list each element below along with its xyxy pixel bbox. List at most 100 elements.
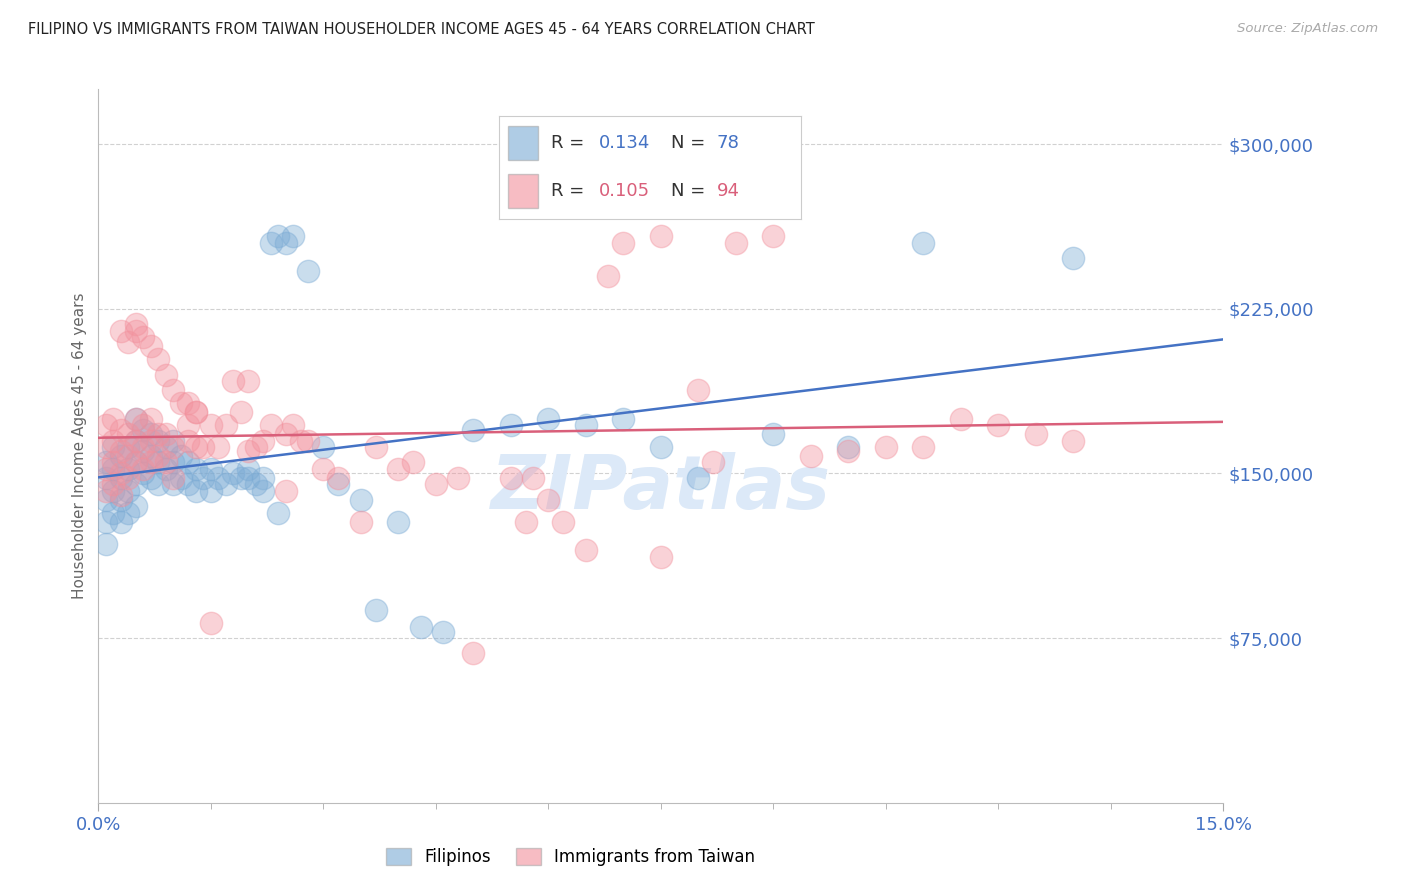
Point [297,434,319,448]
Point [800,449,823,463]
Point [155,462,177,476]
Point [650,229,672,244]
Point [184,483,207,498]
Point [170,396,193,410]
Text: 78: 78 [717,134,740,153]
Point [110,515,132,529]
Point [875,440,897,454]
Point [184,440,207,454]
Point [837,444,859,458]
Point [650,440,672,454]
Point [139,434,162,448]
Point [125,411,148,425]
Point [837,440,859,454]
Point [125,455,148,469]
Point [575,543,598,558]
Point [274,235,297,250]
Point [125,500,148,514]
Point [328,477,350,491]
Point [215,418,238,433]
Point [912,440,935,454]
Point [132,330,155,344]
Point [987,418,1010,433]
Point [598,268,620,283]
Point [553,515,575,529]
Point [1062,434,1084,448]
Point [148,455,170,469]
Text: 0.105: 0.105 [599,182,650,201]
Point [575,418,598,433]
Point [177,477,200,491]
Point [274,483,297,498]
Point [184,462,207,476]
Point [200,615,222,630]
Point [447,471,470,485]
Point [267,229,290,244]
Point [132,418,155,433]
Point [184,405,207,419]
Point [110,444,132,458]
Point [125,477,148,491]
Point [155,440,177,454]
Point [702,455,724,469]
Point [132,467,155,481]
Point [252,471,274,485]
Point [94,471,117,485]
Text: R =: R = [551,134,589,153]
Point [177,396,200,410]
Point [252,434,274,448]
Point [117,426,139,441]
Point [125,455,148,469]
Text: Source: ZipAtlas.com: Source: ZipAtlas.com [1237,22,1378,36]
Point [162,434,184,448]
Point [425,477,447,491]
Legend: Filipinos, Immigrants from Taiwan: Filipinos, Immigrants from Taiwan [380,841,762,873]
Point [245,440,267,454]
Point [537,411,560,425]
Point [463,647,485,661]
Text: 0.134: 0.134 [599,134,650,153]
Text: ZIPatlas: ZIPatlas [491,452,831,525]
Point [162,440,184,454]
Point [215,477,238,491]
Point [110,324,132,338]
Point [139,449,162,463]
Point [267,506,290,520]
Point [650,549,672,564]
Point [162,383,184,397]
Point [94,455,117,469]
Point [350,515,373,529]
Point [252,483,274,498]
Point [139,339,162,353]
Point [94,515,117,529]
Point [222,374,245,388]
Point [200,418,222,433]
Point [94,492,117,507]
Point [207,471,229,485]
Point [94,440,117,454]
Point [139,471,162,485]
Point [688,383,710,397]
Bar [508,175,538,208]
Point [312,440,335,454]
Text: FILIPINO VS IMMIGRANTS FROM TAIWAN HOUSEHOLDER INCOME AGES 45 - 64 YEARS CORRELA: FILIPINO VS IMMIGRANTS FROM TAIWAN HOUSE… [28,22,815,37]
Point [912,235,935,250]
Point [117,449,139,463]
Point [94,537,117,551]
Point [283,418,305,433]
Point [762,426,785,441]
Point [125,324,148,338]
Point [125,317,148,331]
Point [260,235,283,250]
Point [238,462,260,476]
Point [688,471,710,485]
Point [177,434,200,448]
Point [110,471,132,485]
Point [132,444,155,458]
Point [162,477,184,491]
Point [409,620,432,634]
Point [724,235,747,250]
Point [125,411,148,425]
Point [762,229,785,244]
Point [117,462,139,476]
